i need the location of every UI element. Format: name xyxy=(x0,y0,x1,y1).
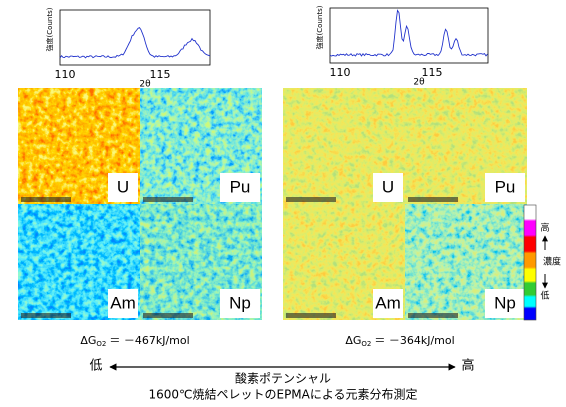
potential-high: 高 xyxy=(461,358,474,374)
xrd-curve xyxy=(59,27,211,59)
element-label: Am xyxy=(110,293,136,312)
scale-bar xyxy=(286,313,336,318)
label-box xyxy=(373,289,403,318)
xrd-x-label: 2θ xyxy=(139,80,151,90)
color-bar-high: 高 xyxy=(540,222,549,234)
xrd-tick-label: 110 xyxy=(55,68,76,81)
xrd-tick-label: 115 xyxy=(422,66,443,79)
scale-bar xyxy=(408,313,458,318)
element-label: Pu xyxy=(230,177,251,196)
delta-g-value: ＝ －467kJ/mol xyxy=(109,334,189,347)
scale-bar xyxy=(143,313,193,318)
delta-g-prefix: ΔG xyxy=(345,334,361,347)
element-label: U xyxy=(382,177,394,196)
xrd-curve xyxy=(329,9,488,57)
delta-g: ΔGO2 ＝ －364kJ/mol xyxy=(345,334,454,348)
scale-bar xyxy=(21,197,71,202)
scale-bar xyxy=(21,313,71,318)
scale-bar xyxy=(286,197,336,202)
label-box xyxy=(485,289,525,318)
scale-bar xyxy=(143,197,193,202)
delta-g-value: ＝ －364kJ/mol xyxy=(374,334,454,347)
potential-low: 低 xyxy=(89,359,102,374)
label-box xyxy=(220,289,260,318)
xrd-y-label: 強度(Counts) xyxy=(315,5,324,49)
element-label: U xyxy=(117,177,129,196)
delta-g-subscript: O2 xyxy=(361,340,371,348)
element-label: Am xyxy=(375,293,401,312)
color-bar-low: 低 xyxy=(540,290,549,302)
label-box xyxy=(373,173,403,202)
caption: 1600℃焼結ペレットのEPMAによる元素分布測定 xyxy=(148,387,417,402)
xrd-x-label: 2θ xyxy=(413,78,425,88)
potential-label: 酸素ポテンシャル xyxy=(235,371,331,386)
element-label: Pu xyxy=(495,177,516,196)
label-box xyxy=(220,173,260,202)
delta-g-subscript: O2 xyxy=(96,340,106,348)
label-box xyxy=(485,173,525,202)
scale-bar xyxy=(408,197,458,202)
label-box xyxy=(108,289,138,318)
xrd-frame xyxy=(59,9,211,66)
xrd-tick-label: 110 xyxy=(330,66,351,79)
label-box xyxy=(108,173,138,202)
xrd-tick-label: 115 xyxy=(150,68,171,81)
xrd-y-label: 強度(Counts) xyxy=(45,7,54,51)
color-bar xyxy=(523,204,537,321)
xrd-frame xyxy=(329,7,489,64)
delta-g-prefix: ΔG xyxy=(80,334,96,347)
element-label: Np xyxy=(229,293,251,312)
element-label: Np xyxy=(494,293,516,312)
delta-g: ΔGO2 ＝ －467kJ/mol xyxy=(80,334,189,348)
color-bar-label: 濃度 xyxy=(543,256,561,268)
